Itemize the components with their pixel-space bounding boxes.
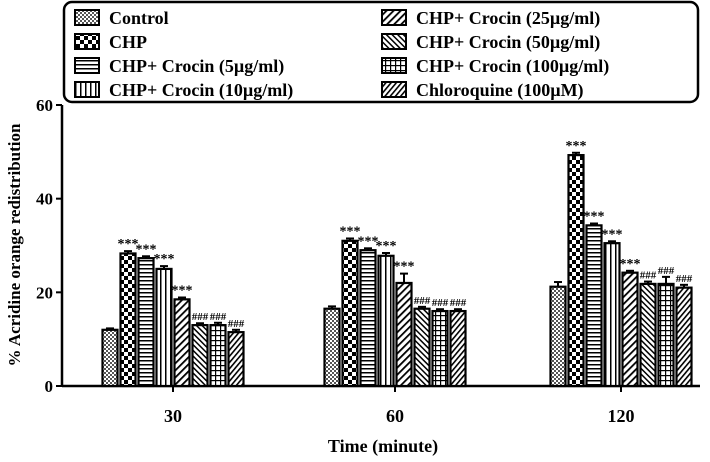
legend-label: CHP+ Crocin (100µg/ml): [416, 56, 609, 77]
legend-label: CHP+ Crocin (25µg/ml): [416, 8, 600, 29]
y-tick-label: 20: [36, 283, 53, 302]
bar-120-2: [585, 224, 603, 388]
bar-120-7: [675, 286, 693, 388]
bar-30-1: [119, 252, 137, 388]
significance-label: ***: [376, 239, 397, 254]
significance-label: ***: [584, 209, 605, 224]
legend-label: CHP+ Crocin (5µg/ml): [109, 56, 284, 77]
legend-swatch: [74, 81, 100, 98]
x-axis-label: Time (minute): [328, 436, 438, 457]
significance-label: ***: [620, 257, 641, 272]
legend-label: CHP: [109, 32, 147, 52]
legend-swatch: [381, 33, 407, 50]
significance-label: ***: [172, 283, 193, 298]
bar-120-0: [549, 285, 567, 388]
significance-label: ###: [450, 297, 467, 309]
significance-label: ***: [136, 242, 157, 257]
legend-label: CHP+ Crocin (10µg/ml): [109, 80, 293, 101]
bar-30-0: [101, 328, 119, 388]
significance-label: ***: [394, 260, 415, 275]
legend-label: Control: [109, 8, 169, 28]
bar-30-2: [137, 257, 155, 388]
significance-label: ###: [414, 295, 431, 307]
legend-swatch: [74, 57, 100, 74]
bar-30-5: [191, 324, 209, 388]
bar-30-4: [173, 298, 191, 388]
legend-label: Chloroquine (100µM): [416, 80, 584, 101]
bar-30-7: [227, 331, 245, 388]
bar-60-6: [431, 309, 449, 388]
legend-swatch: [381, 9, 407, 26]
significance-label: ###: [640, 270, 657, 282]
significance-label: ***: [602, 227, 623, 242]
significance-label: ***: [154, 252, 175, 267]
significance-label: ###: [676, 273, 693, 285]
significance-label: ***: [118, 237, 139, 252]
bar-120-3: [603, 242, 621, 388]
x-tick-label: 120: [608, 406, 635, 426]
y-tick-label: 0: [45, 377, 54, 396]
bar-60-7: [449, 309, 467, 388]
bar-120-4: [621, 271, 639, 388]
bar-120-1: [567, 154, 585, 388]
significance-label: ***: [340, 224, 361, 239]
bar-120-6: [657, 282, 675, 388]
legend-swatch: [381, 57, 407, 74]
legend-box: [62, 0, 700, 104]
bar-60-1: [341, 239, 359, 388]
bar-60-0: [323, 307, 341, 388]
x-tick-label: 60: [386, 406, 404, 426]
bar-60-4: [395, 281, 413, 388]
legend-swatch: [74, 33, 100, 50]
significance-label: ###: [658, 265, 675, 277]
bar-60-2: [359, 249, 377, 388]
legend-label: CHP+ Crocin (50µg/ml): [416, 32, 600, 53]
bar-60-3: [377, 254, 395, 388]
x-tick-label: 30: [164, 406, 182, 426]
bar-30-6: [209, 324, 227, 388]
bar-30-3: [155, 267, 173, 388]
bar-60-5: [413, 307, 431, 388]
y-tick-label: 40: [36, 190, 53, 209]
significance-label: ***: [566, 139, 587, 154]
significance-label: ###: [192, 311, 209, 323]
y-axis-label: % Acridine orange redistribution: [5, 123, 24, 366]
legend-swatch: [74, 9, 100, 26]
significance-label: ###: [210, 311, 227, 323]
legend-swatch: [381, 81, 407, 98]
y-tick-label: 60: [36, 96, 53, 115]
bar-120-5: [639, 282, 657, 388]
significance-label: ***: [358, 234, 379, 249]
significance-label: ###: [228, 318, 245, 330]
significance-label: ###: [432, 297, 449, 309]
